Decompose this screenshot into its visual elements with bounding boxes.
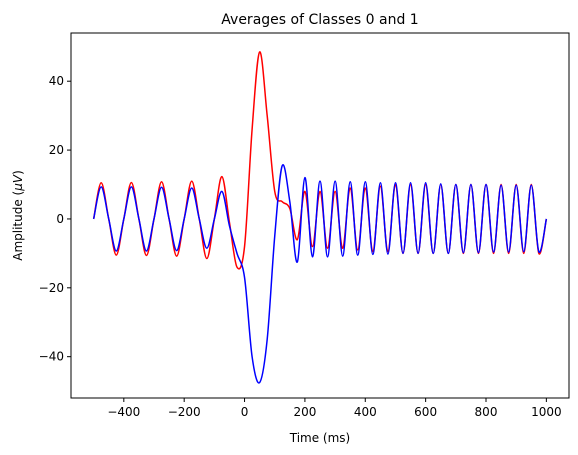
y-tick-label: 20	[49, 143, 64, 157]
x-tick-label: 800	[475, 405, 498, 419]
y-axis-label: Amplitude (μV)	[11, 170, 25, 261]
x-ticks: −400 −200 0 200 400 600 800 1000	[107, 398, 562, 419]
y-tick-label: 40	[49, 74, 64, 88]
plot-frame	[70, 32, 570, 399]
chart-title: Averages of Classes 0 and 1	[221, 12, 418, 28]
series-line-0	[92, 51, 548, 270]
y-tick-label: −40	[39, 350, 64, 364]
y-axis-label-unit: μV	[11, 174, 25, 192]
y-ticks: −40 −20 0 20 40	[39, 74, 71, 364]
x-tick-label: 0	[241, 405, 249, 419]
y-tick-label: 0	[56, 212, 64, 226]
y-axis-label-prefix: Amplitude (	[11, 191, 25, 261]
y-axis-label-suffix: )	[11, 170, 25, 175]
series-line-1	[92, 164, 548, 384]
x-axis-label: Time (ms)	[289, 431, 351, 445]
x-tick-label: 400	[354, 405, 377, 419]
x-tick-label: 200	[293, 405, 316, 419]
x-tick-label: 600	[414, 405, 437, 419]
plot-marks	[92, 51, 548, 384]
x-tick-label: −400	[107, 405, 140, 419]
x-tick-label: 1000	[531, 405, 562, 419]
x-tick-label: −200	[168, 405, 201, 419]
y-tick-label: −20	[39, 281, 64, 295]
